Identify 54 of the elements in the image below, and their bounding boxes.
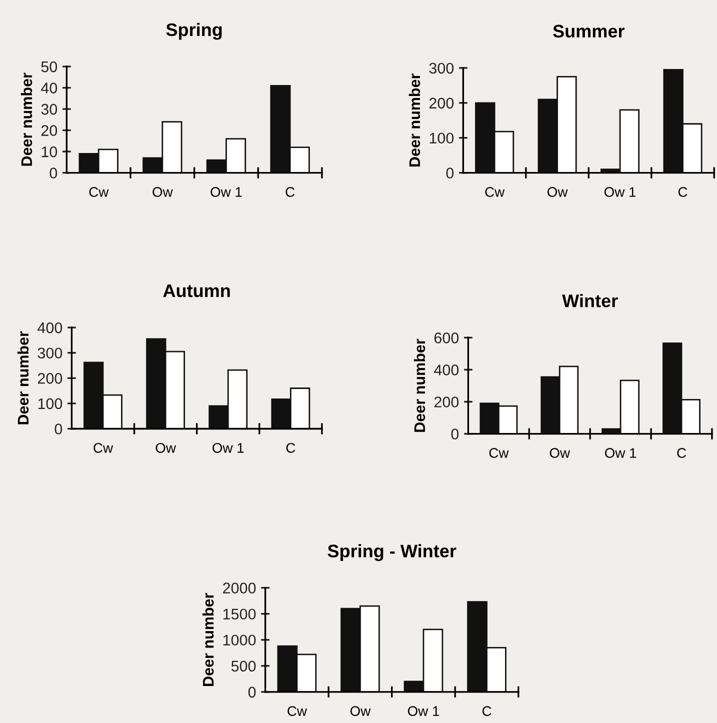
y-tick-label: 200 — [38, 372, 62, 384]
x-tick-label: Ow — [156, 442, 176, 453]
chart-title: Summer — [553, 24, 625, 38]
y-tick-label: 100 — [38, 398, 62, 410]
y-tick-label: 1000 — [223, 634, 256, 646]
y-tick-label: 10 — [42, 146, 58, 158]
x-tick-label: C — [678, 187, 688, 197]
y-tick-label: 200 — [429, 98, 454, 109]
y-tick-label: 20 — [41, 125, 58, 136]
y-tick-label: 400 — [434, 364, 459, 376]
y-tick-label: 50 — [41, 61, 58, 72]
y-tick-label: 0 — [451, 428, 459, 440]
y-tick-label: 200 — [434, 396, 459, 408]
x-tick-label: Ow 1 — [605, 448, 636, 458]
y-tick-label: 100 — [430, 132, 454, 144]
x-tick-label: Cw — [94, 442, 114, 453]
y-axis-title: Deer number — [202, 592, 214, 686]
y-tick-label: 0 — [54, 424, 62, 434]
x-tick-label: Ow 1 — [210, 187, 242, 197]
y-axis-title: Deer number — [408, 73, 420, 166]
x-tick-label: C — [286, 187, 295, 197]
y-tick-label: 2000 — [223, 582, 256, 594]
chart-title: Spring - Winter — [328, 544, 456, 562]
x-tick-label: Ow 1 — [212, 442, 244, 453]
y-tick-label: 1500 — [223, 608, 256, 620]
x-tick-label: Ow — [548, 187, 568, 197]
x-tick-label: Ow 1 — [604, 187, 636, 197]
x-tick-label: Cw — [89, 187, 109, 197]
x-tick-label: C — [677, 448, 686, 458]
y-tick-label: 30 — [41, 104, 58, 115]
y-tick-label: 600 — [434, 332, 459, 344]
y-axis-title: Deer number — [17, 331, 29, 424]
y-axis-title: Deer number — [20, 72, 32, 166]
x-tick-label: Ow 1 — [408, 706, 440, 716]
y-tick-label: 0 — [446, 168, 454, 178]
x-tick-label: Cw — [288, 706, 307, 716]
y-tick-label: 0 — [248, 686, 256, 698]
x-tick-label: Ow — [350, 706, 371, 716]
y-axis-title: Deer number — [414, 338, 426, 432]
y-tick-label: 400 — [38, 322, 62, 334]
x-tick-label: Ow — [550, 448, 570, 458]
x-tick-label: Ow — [152, 187, 173, 197]
y-tick-label: 0 — [50, 168, 58, 178]
y-tick-label: 500 — [231, 660, 256, 672]
chart-title: Autumn — [163, 284, 230, 298]
x-tick-label: C — [286, 442, 296, 453]
y-tick-label: 40 — [41, 82, 58, 94]
y-tick-label: 300 — [38, 348, 62, 359]
x-tick-label: Cw — [485, 187, 505, 197]
chart-title: Spring — [166, 22, 222, 40]
x-tick-label: Cw — [489, 448, 509, 458]
x-tick-label: C — [482, 706, 492, 716]
chart-title: Winter — [562, 294, 618, 308]
y-tick-label: 300 — [429, 62, 454, 74]
